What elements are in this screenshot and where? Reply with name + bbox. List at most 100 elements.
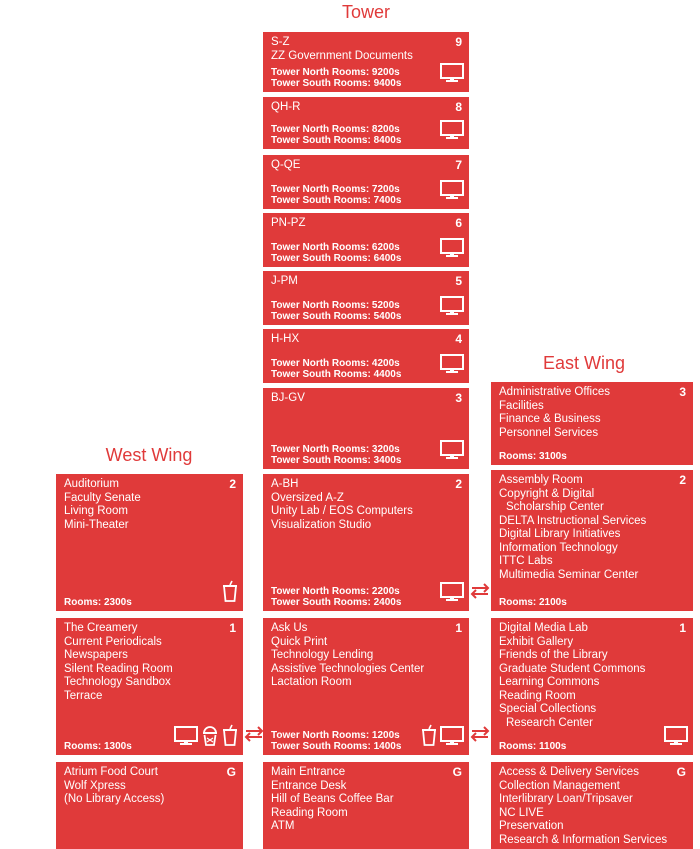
floor-item: Friends of the Library: [499, 649, 608, 661]
room-range: Rooms: 1100s: [499, 740, 567, 752]
east-floor-2-box: 2 Assembly Room Copyright & Digital Scholar…: [491, 470, 693, 611]
floor-item: The Creamery: [64, 622, 138, 634]
amenity-icons: [174, 724, 238, 751]
amenity-icons: [440, 296, 464, 321]
floor-item: Research Center: [506, 716, 593, 729]
amenity-icons: [421, 724, 464, 751]
floor-item: A-BH: [271, 478, 299, 490]
room-range: Tower South Rooms: 1400s: [271, 740, 402, 752]
monitor-icon: [440, 354, 464, 379]
floor-item: Digital Library Initiatives: [499, 528, 621, 540]
room-numbers: Tower North Rooms: 7200s Tower South Room…: [271, 184, 402, 206]
floor-item: Digital Media Lab: [499, 622, 588, 634]
tower-floor-2-box: 2 A-BH Oversized A-Z Unity Lab / EOS Comput…: [263, 474, 469, 611]
floor-item: Q-QE: [271, 159, 301, 171]
west-tower-connector-arrows-icon: [244, 726, 264, 742]
tower-floor-9-box: 9 S-Z ZZ Government Documents Tower North R…: [263, 32, 469, 92]
monitor-icon: [664, 726, 688, 751]
monitor-icon: [440, 238, 464, 263]
floor-item: ATM: [271, 820, 295, 832]
room-numbers: Rooms: 2100s: [499, 597, 567, 609]
room-range: Tower North Rooms: 1200s: [271, 730, 400, 741]
floor-contents: A-BH Oversized A-Z Unity Lab / EOS Compute…: [271, 478, 461, 532]
floor-item: Facilities: [499, 399, 544, 412]
floor-item: BJ-GV: [271, 392, 305, 404]
tower-floor-4-box: 4 H-HX Tower North Rooms: 4200s Tower South…: [263, 329, 469, 383]
room-numbers: Tower North Rooms: 1200s Tower South Room…: [271, 730, 402, 752]
room-range: Tower South Rooms: 8400s: [271, 134, 402, 146]
east-wing-heading: East Wing: [542, 353, 626, 373]
west-floor-g-box: G Atrium Food Court Wolf Xpress (No Library…: [56, 762, 243, 849]
floor-contents: BJ-GV: [271, 392, 461, 406]
room-range: Tower North Rooms: 7200s: [271, 184, 400, 195]
monitor-icon: [440, 120, 464, 145]
floor-item: S-Z: [271, 36, 290, 48]
tower-floor-1-box: 1 Ask Us Quick Print Technology Lending Assi…: [263, 618, 469, 755]
cup-icon: [222, 580, 238, 607]
tower-east-connector-arrows-icon-floor1: [470, 726, 490, 742]
tower-floor-7-box: 7 Q-QE Tower North Rooms: 7200s Tower South…: [263, 155, 469, 209]
floor-contents: Atrium Food Court Wolf Xpress (No Library …: [64, 766, 235, 807]
floor-item: Copyright & Digital: [499, 487, 595, 500]
floor-number: G: [676, 765, 686, 779]
floor-contents: Ask Us Quick Print Technology Lending Assis…: [271, 622, 461, 690]
room-range: Tower North Rooms: 2200s: [271, 586, 400, 597]
floor-item: ITTC Labs: [499, 555, 553, 567]
floor-item: Quick Print: [271, 635, 328, 648]
room-numbers: Rooms: 3100s: [499, 451, 567, 463]
floor-item: Mini-Theater: [64, 518, 129, 531]
floor-item: ZZ Government Documents: [271, 49, 413, 62]
floor-number: 5: [455, 274, 462, 288]
floor-item: Auditorium: [64, 478, 119, 490]
amenity-icons: [440, 63, 464, 88]
room-numbers: Tower North Rooms: 2200s Tower South Room…: [271, 586, 402, 608]
floor-number: 1: [455, 621, 462, 635]
floor-item: Terrace: [64, 689, 103, 702]
floor-number: 1: [229, 621, 236, 635]
room-numbers: Rooms: 2300s: [64, 596, 132, 609]
floor-contents: S-Z ZZ Government Documents: [271, 36, 461, 63]
floor-item: Information Technology: [499, 541, 618, 554]
floor-number: 8: [455, 100, 462, 114]
floor-item: Wolf Xpress: [64, 779, 126, 792]
tower-east-connector-arrows-icon-floor2: [470, 583, 490, 599]
room-numbers: Rooms: 1300s: [64, 741, 132, 753]
floor-item: Preservation: [499, 820, 564, 832]
room-range: Tower South Rooms: 7400s: [271, 194, 402, 206]
amenity-icons: [440, 354, 464, 379]
floor-item: Lactation Room: [271, 676, 352, 688]
floor-item: Living Room: [64, 505, 128, 517]
floor-item: QH-R: [271, 101, 301, 113]
amenity-icons: [664, 726, 688, 751]
floor-contents: Assembly Room Copyright & Digital Scholars…: [499, 474, 685, 582]
floor-item: Newspapers: [64, 649, 128, 661]
amenity-icons: [222, 580, 238, 607]
tower-floor-5-box: 5 J-PM Tower North Rooms: 5200s Tower South…: [263, 271, 469, 325]
floor-item: Finance & Business: [499, 413, 601, 425]
floor-item: Reading Room: [271, 806, 348, 819]
room-range: Tower South Rooms: 2400s: [271, 596, 402, 608]
room-range: Rooms: 2300s: [64, 596, 132, 608]
floor-item: Technology Sandbox: [64, 676, 171, 688]
floor-number: 2: [229, 477, 236, 491]
room-range: Tower South Rooms: 3400s: [271, 454, 402, 466]
floor-item: Graduate Student Commons: [499, 662, 646, 675]
monitor-icon: [440, 296, 464, 321]
room-numbers: Tower North Rooms: 8200s Tower South Room…: [271, 124, 402, 146]
floor-item: Atrium Food Court: [64, 766, 158, 778]
floor-item: NC LIVE: [499, 806, 544, 819]
floor-contents: Digital Media Lab Exhibit Gallery Friends …: [499, 622, 685, 730]
floor-contents: Access & Delivery Services Collection Man…: [499, 766, 685, 847]
floor-item: Oversized A-Z: [271, 491, 344, 504]
room-range: Tower South Rooms: 6400s: [271, 252, 402, 264]
amenity-icons: [440, 180, 464, 205]
floor-contents: Main Entrance Entrance Desk Hill of Beans …: [271, 766, 461, 834]
floor-item: Main Entrance: [271, 766, 346, 778]
room-range: Tower North Rooms: 4200s: [271, 358, 400, 369]
floor-item: Administrative Offices: [499, 386, 610, 398]
east-floor-g-box: G Access & Delivery Services Collection Ma…: [491, 762, 693, 849]
monitor-icon: [440, 63, 464, 88]
floor-number: 9: [455, 35, 462, 49]
floor-number: 3: [679, 385, 686, 399]
floor-contents: Q-QE: [271, 159, 461, 173]
